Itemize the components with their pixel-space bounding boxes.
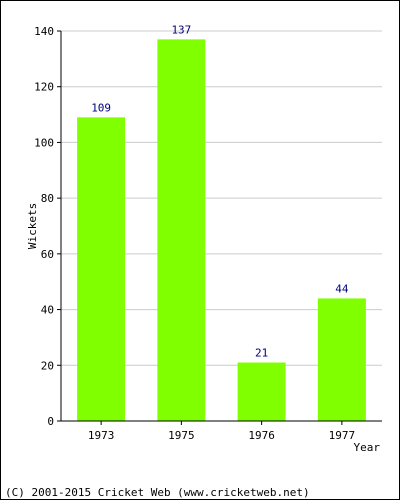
x-axis-title: Year [354,441,381,454]
data-label: 21 [255,347,268,360]
axes [57,30,382,425]
x-tick-label: 1973 [88,429,115,442]
labels: 0 20 40 60 80 100 120 140 1973 109 1975 137 1976 21 19… [34,23,355,442]
y-axis-title: Wickets [26,203,39,249]
x-tick-label: 1977 [329,429,356,442]
bar-1977 [317,298,366,421]
y-tick-label: 120 [34,81,54,94]
y-tick-label: 80 [41,192,54,205]
bar-1975 [157,39,206,421]
bar-1976 [237,362,286,421]
copyright-footer: (C) 2001-2015 Cricket Web (www.cricketwe… [5,486,310,499]
y-tick-label: 100 [34,136,54,149]
y-tick-label: 20 [41,359,54,372]
data-label: 44 [335,282,349,295]
data-label: 137 [171,23,191,36]
y-tick-label: 0 [47,415,54,428]
bar-1973 [77,117,126,421]
bars [77,39,366,421]
x-tick-label: 1975 [168,429,195,442]
x-tick-label: 1976 [248,429,275,442]
data-label: 109 [91,101,111,114]
y-tick-label: 40 [41,304,54,317]
y-tick-label: 60 [41,248,54,261]
y-tick-label: 140 [34,25,54,38]
